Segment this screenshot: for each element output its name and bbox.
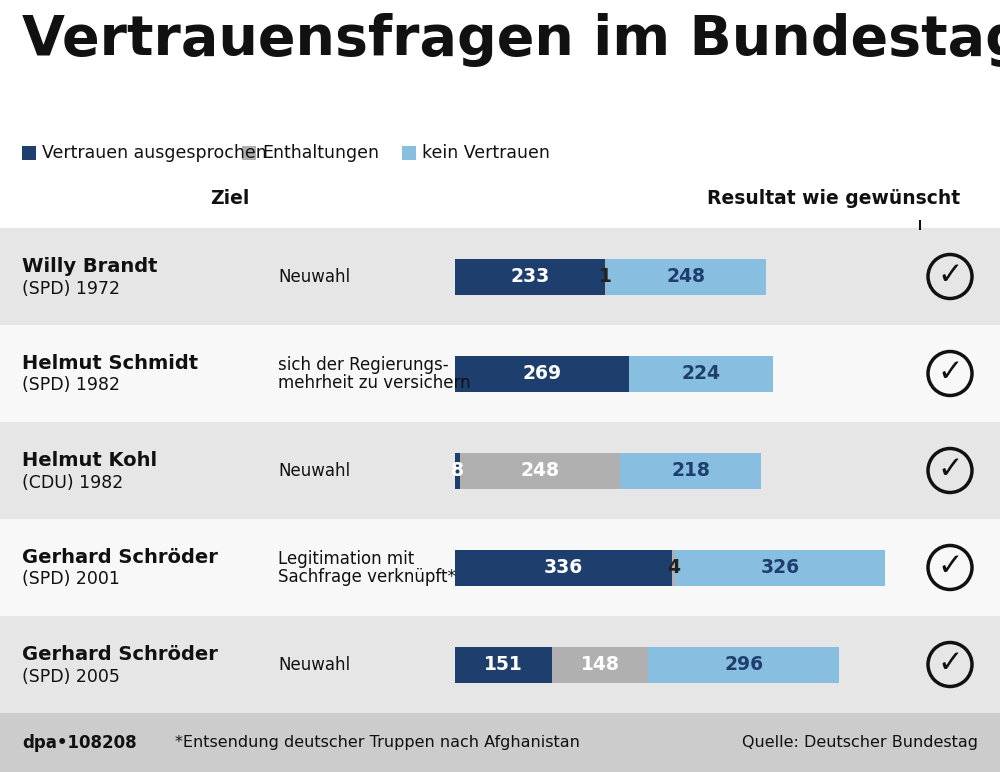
Text: (SPD) 2005: (SPD) 2005 [22, 668, 120, 686]
Text: (CDU) 1982: (CDU) 1982 [22, 473, 123, 492]
Text: 296: 296 [724, 655, 763, 674]
FancyBboxPatch shape [0, 0, 1000, 228]
Text: kein Vertrauen: kein Vertrauen [422, 144, 550, 162]
Text: 326: 326 [760, 558, 799, 577]
Text: Enthaltungen: Enthaltungen [262, 144, 379, 162]
Text: 148: 148 [581, 655, 620, 674]
Bar [0, 228, 1000, 325]
Bar [402, 146, 416, 160]
Bar [620, 452, 761, 489]
Text: (SPD) 1972: (SPD) 1972 [22, 279, 120, 297]
Text: Vertrauensfragen im Bundestag: Vertrauensfragen im Bundestag [22, 13, 1000, 67]
Bar [552, 646, 648, 682]
Text: Quelle: Deutscher Bundestag: Quelle: Deutscher Bundestag [742, 735, 978, 750]
Text: Gerhard Schröder: Gerhard Schröder [22, 548, 218, 567]
Bar [648, 646, 839, 682]
Text: 1: 1 [599, 267, 612, 286]
Bar [606, 259, 766, 294]
Text: Vertrauen ausgesprochen: Vertrauen ausgesprochen [42, 144, 267, 162]
Text: *Entsendung deutscher Truppen nach Afghanistan: *Entsendung deutscher Truppen nach Afgha… [175, 735, 580, 750]
Bar [455, 355, 629, 391]
Text: Helmut Kohl: Helmut Kohl [22, 451, 157, 470]
Text: 248: 248 [521, 461, 560, 480]
Text: Helmut Schmidt: Helmut Schmidt [22, 354, 198, 373]
Text: Sachfrage verknüpft*: Sachfrage verknüpft* [278, 567, 456, 585]
Bar [0, 519, 1000, 616]
Text: Neuwahl: Neuwahl [278, 655, 350, 673]
Text: Legitimation mit: Legitimation mit [278, 550, 414, 567]
Text: 233: 233 [511, 267, 550, 286]
Text: sich der Regierungs-: sich der Regierungs- [278, 355, 449, 374]
Text: ✓: ✓ [937, 358, 963, 387]
Bar [0, 713, 1000, 772]
Text: Willy Brandt: Willy Brandt [22, 257, 158, 276]
Text: 8: 8 [451, 461, 464, 480]
Text: mehrheit zu versichern: mehrheit zu versichern [278, 374, 471, 391]
Bar [455, 259, 605, 294]
Bar [242, 146, 256, 160]
Text: Ziel: Ziel [210, 188, 250, 208]
Text: 248: 248 [667, 267, 706, 286]
Text: Gerhard Schröder: Gerhard Schröder [22, 645, 218, 664]
Bar [455, 550, 672, 585]
Text: 4: 4 [667, 558, 680, 577]
Bar [672, 550, 675, 585]
Text: ✓: ✓ [937, 649, 963, 678]
Bar [0, 616, 1000, 713]
Bar [0, 422, 1000, 519]
Bar [455, 646, 552, 682]
Text: (SPD) 2001: (SPD) 2001 [22, 571, 120, 588]
Text: ✓: ✓ [937, 552, 963, 581]
Text: (SPD) 1982: (SPD) 1982 [22, 377, 120, 394]
Text: Neuwahl: Neuwahl [278, 462, 350, 479]
Text: Neuwahl: Neuwahl [278, 268, 350, 286]
Text: ✓: ✓ [937, 455, 963, 484]
Bar [675, 550, 885, 585]
Text: 269: 269 [522, 364, 561, 383]
Bar [460, 452, 620, 489]
Bar [0, 325, 1000, 422]
Text: 224: 224 [681, 364, 720, 383]
Text: 218: 218 [671, 461, 710, 480]
Text: 336: 336 [544, 558, 583, 577]
Bar [22, 146, 36, 160]
Text: dpa•108208: dpa•108208 [22, 733, 137, 751]
Text: Resultat wie gewünscht: Resultat wie gewünscht [707, 188, 960, 208]
Bar [455, 452, 460, 489]
Text: 151: 151 [484, 655, 523, 674]
Text: ✓: ✓ [937, 261, 963, 290]
Bar [629, 355, 773, 391]
